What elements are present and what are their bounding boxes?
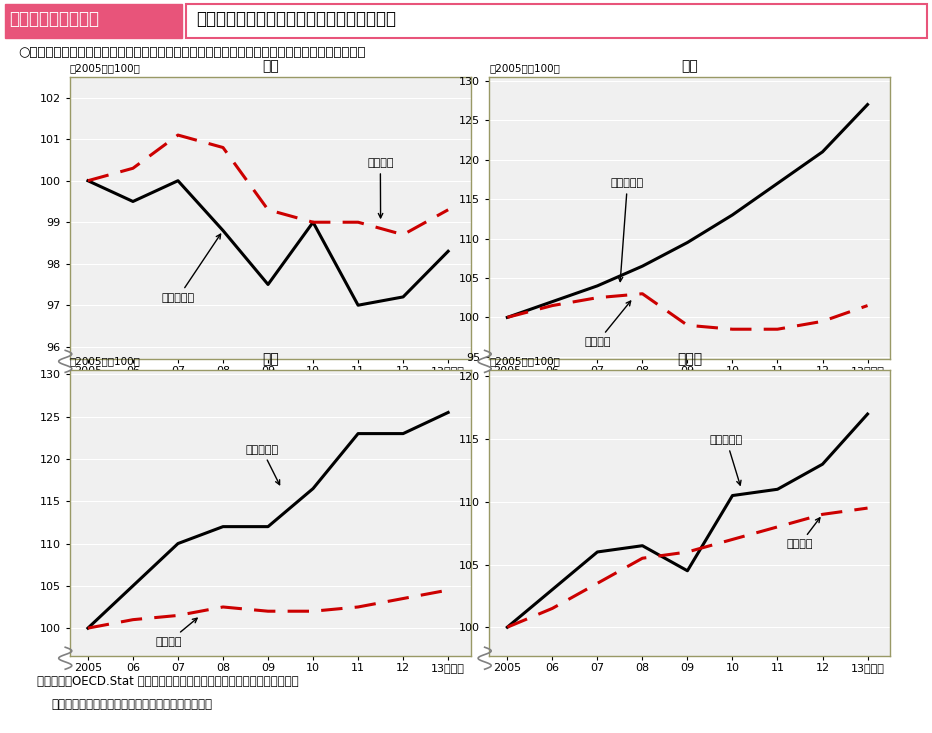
Text: 米国: 米国 — [681, 59, 698, 73]
Text: 就業者数: 就業者数 — [584, 301, 631, 347]
Text: 第２－（２）－７図: 第２－（２）－７図 — [9, 10, 100, 28]
Text: 労働生産性: 労働生産性 — [161, 234, 221, 303]
Text: 就業者数: 就業者数 — [367, 158, 393, 218]
Text: （2005年＝100）: （2005年＝100） — [70, 63, 141, 73]
Text: 日本: 日本 — [262, 59, 279, 73]
Text: 国際比較でみた労働生産性と就業者数の関係: 国際比較でみた労働生産性と就業者数の関係 — [196, 10, 396, 28]
Text: （2005年＝100）: （2005年＝100） — [489, 356, 560, 366]
Text: （注）　労働生産性は名目値、マンアワーベース。: （注） 労働生産性は名目値、マンアワーベース。 — [51, 698, 212, 711]
Text: 英国: 英国 — [262, 353, 279, 366]
Text: （2005年＝100）: （2005年＝100） — [489, 63, 560, 73]
Text: 労働生産性: 労働生産性 — [710, 435, 743, 485]
Text: 労働生産性: 労働生産性 — [610, 178, 644, 281]
Text: ドイツ: ドイツ — [678, 353, 702, 366]
Text: 資料出所　OECD.Stat をもとに厚生労働省労働政策担当参事官室にて作成: 資料出所 OECD.Stat をもとに厚生労働省労働政策担当参事官室にて作成 — [37, 674, 299, 688]
Text: ○　国際比較でみると、労働生産性が上昇すると就業者数が減少するという関係はみられない。: ○ 国際比較でみると、労働生産性が上昇すると就業者数が減少するという関係はみられ… — [19, 46, 366, 59]
Text: （2005年＝100）: （2005年＝100） — [70, 356, 141, 366]
Text: 就業者数: 就業者数 — [156, 618, 198, 647]
Text: 労働生産性: 労働生産性 — [245, 445, 280, 485]
Text: 就業者数: 就業者数 — [787, 517, 820, 550]
